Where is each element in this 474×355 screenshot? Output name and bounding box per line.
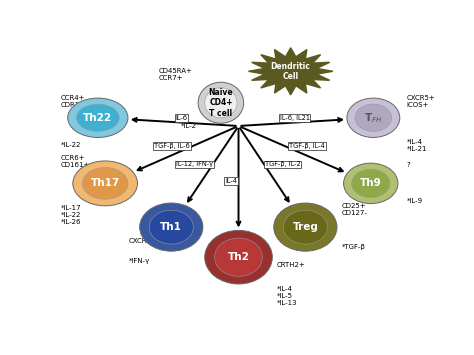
- Text: IL-4: IL-4: [225, 178, 237, 184]
- Ellipse shape: [283, 210, 328, 244]
- Ellipse shape: [347, 98, 400, 137]
- Ellipse shape: [215, 238, 263, 276]
- Ellipse shape: [274, 203, 337, 251]
- Text: Th17: Th17: [91, 178, 120, 189]
- Text: TGF-β, IL-2: TGF-β, IL-2: [265, 162, 301, 167]
- Text: Th9: Th9: [360, 178, 382, 189]
- Text: *TGF-β: *TGF-β: [342, 244, 366, 250]
- Ellipse shape: [140, 203, 203, 251]
- Ellipse shape: [205, 230, 272, 284]
- Ellipse shape: [355, 104, 392, 131]
- Ellipse shape: [149, 210, 193, 244]
- Polygon shape: [248, 48, 333, 95]
- Text: *IL-2: *IL-2: [181, 123, 197, 129]
- Text: CD45RA+
CCR7+: CD45RA+ CCR7+: [158, 67, 192, 81]
- Ellipse shape: [352, 169, 390, 198]
- Text: *IL-22: *IL-22: [61, 142, 82, 148]
- Ellipse shape: [82, 168, 128, 199]
- Text: TGF-β, IL-6: TGF-β, IL-6: [154, 143, 190, 149]
- Text: Th22: Th22: [83, 113, 112, 123]
- Text: IL-6, IL21: IL-6, IL21: [280, 115, 310, 121]
- Text: Th1: Th1: [160, 222, 182, 232]
- Ellipse shape: [198, 82, 244, 123]
- Text: Th2: Th2: [228, 252, 249, 262]
- Text: T$_{FH}$: T$_{FH}$: [364, 111, 383, 125]
- Ellipse shape: [68, 98, 128, 137]
- Text: *IL-17
*IL-22
*IL-26: *IL-17 *IL-22 *IL-26: [61, 205, 82, 225]
- Text: Naïve
CD4+
T cell: Naïve CD4+ T cell: [209, 88, 233, 118]
- Text: *IFN-γ: *IFN-γ: [129, 258, 150, 264]
- Ellipse shape: [205, 88, 237, 118]
- Text: CD25+
CD127-: CD25+ CD127-: [342, 202, 368, 215]
- Text: CRTH2+: CRTH2+: [277, 262, 305, 268]
- Text: *IL-4
*IL-5
*IL-13: *IL-4 *IL-5 *IL-13: [277, 286, 297, 306]
- Text: IL-12, IFN-γ: IL-12, IFN-γ: [176, 162, 213, 168]
- Ellipse shape: [344, 163, 398, 204]
- Text: *IL-9: *IL-9: [406, 198, 422, 204]
- Ellipse shape: [76, 104, 119, 131]
- Text: *IL-4
*IL-21: *IL-4 *IL-21: [406, 139, 427, 152]
- Text: ?: ?: [406, 162, 410, 168]
- Text: CCR4+
CDR10+: CCR4+ CDR10+: [61, 94, 91, 108]
- Text: TGF-β, IL-4: TGF-β, IL-4: [289, 143, 325, 149]
- Text: CCR6+
CD161+: CCR6+ CD161+: [61, 155, 91, 168]
- Text: Treg: Treg: [292, 222, 319, 232]
- Ellipse shape: [73, 161, 137, 206]
- Text: Dendritic
Cell: Dendritic Cell: [271, 62, 310, 81]
- Text: CXCR5+
ICOS+: CXCR5+ ICOS+: [406, 94, 435, 108]
- Text: IL-6: IL-6: [175, 115, 187, 121]
- Text: CXCR3+: CXCR3+: [129, 238, 158, 244]
